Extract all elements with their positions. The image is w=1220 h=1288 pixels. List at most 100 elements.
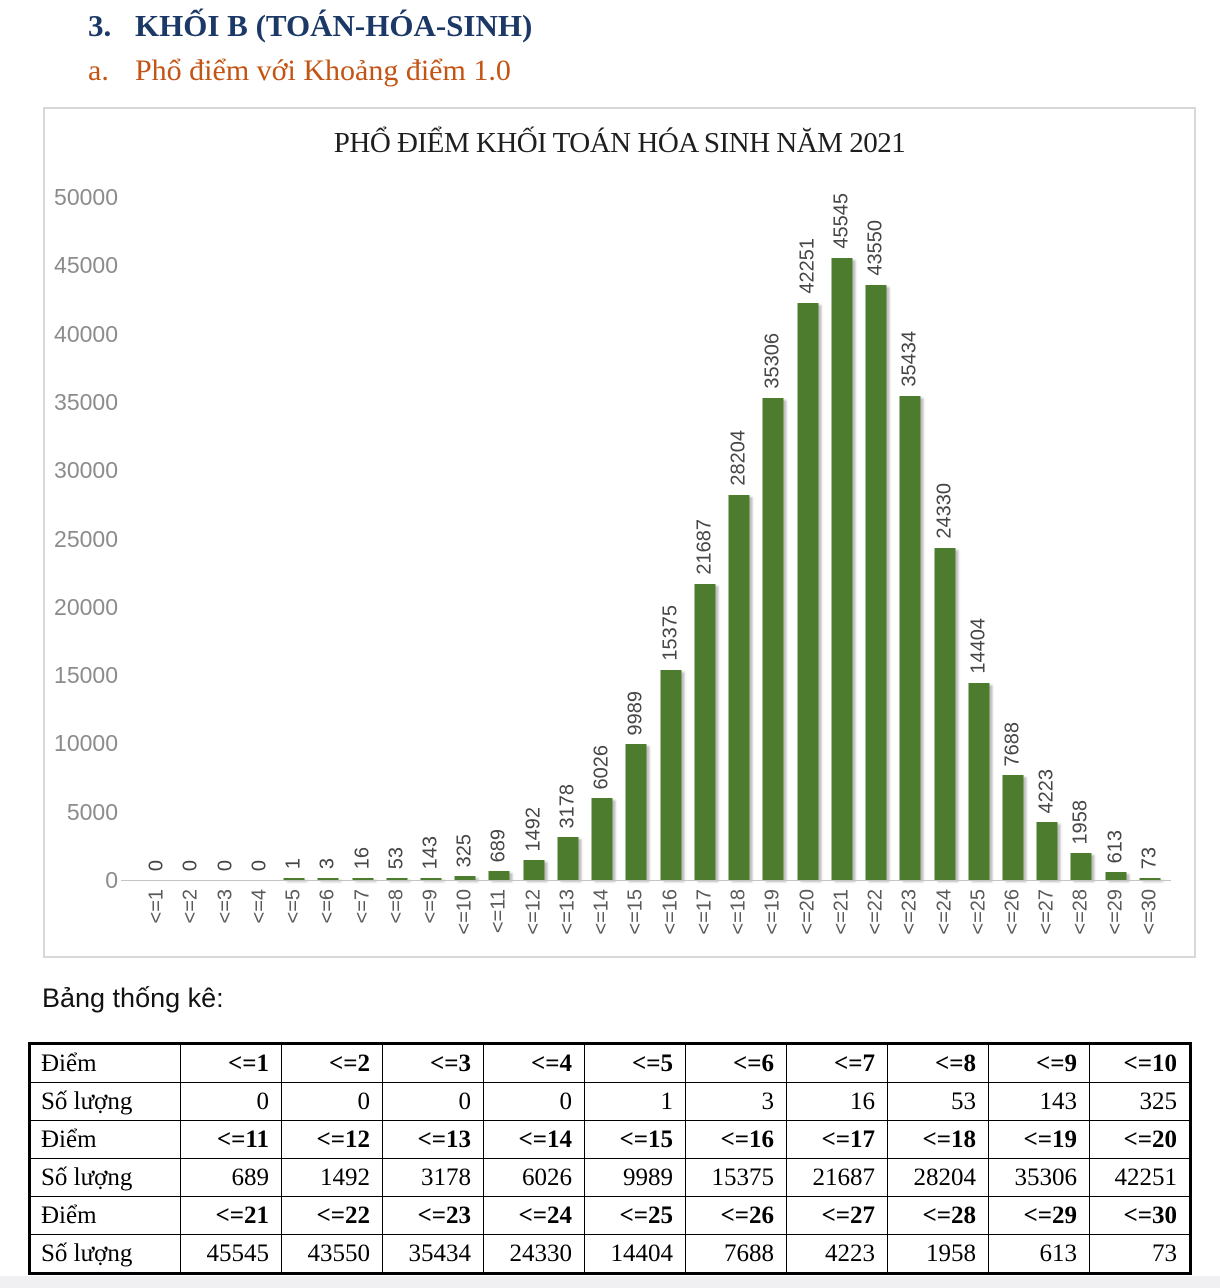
- table-cell: <=8: [887, 1043, 989, 1083]
- y-axis-tick-label: 50000: [54, 184, 118, 210]
- table-cell: 16: [786, 1082, 888, 1121]
- chart-column: 613 <=29: [1099, 197, 1133, 935]
- bar-value-label: 42251: [796, 238, 819, 294]
- x-axis-label: <=19: [761, 889, 784, 935]
- x-axis-label: <=12: [522, 889, 545, 935]
- bar-value-label: 28204: [727, 430, 750, 486]
- sub-heading-letter: a.: [88, 54, 109, 87]
- table-cell: 0: [483, 1082, 585, 1121]
- chart-column: 35306 <=19: [756, 197, 790, 935]
- row-label-cell: Điểm: [29, 1120, 181, 1159]
- table-cell: 43550: [281, 1234, 383, 1274]
- x-axis-label: <=24: [933, 889, 955, 935]
- x-axis-label: <=16: [659, 889, 682, 935]
- y-axis-tick-label: 0: [105, 867, 118, 893]
- x-axis-label: <=15: [624, 889, 647, 935]
- bar: [420, 878, 442, 880]
- table-cell: 14404: [584, 1234, 686, 1274]
- chart-column: 3178 <=13: [551, 197, 585, 935]
- table-row: Số lượng 45545 43550 35434 24330 14404 7688 422…: [29, 1234, 1191, 1274]
- table-cell: 24330: [483, 1234, 585, 1274]
- table-cell: <=25: [584, 1196, 686, 1235]
- table-cell: 45545: [180, 1234, 282, 1274]
- bar-chart: PHỔ ĐIỂM KHỐI TOÁN HÓA SINH NĂM 2021 0 50…: [43, 107, 1196, 958]
- table-cell: 325: [1089, 1082, 1191, 1121]
- chart-title: PHỔ ĐIỂM KHỐI TOÁN HÓA SINH NĂM 2021: [333, 127, 906, 159]
- x-axis-line: [121, 880, 1171, 881]
- x-axis-label: <=13: [556, 889, 579, 935]
- chart-column: 42251 <=20: [790, 197, 824, 935]
- table-cell: <=21: [180, 1196, 282, 1235]
- bar: [694, 584, 716, 880]
- bar: [968, 683, 990, 880]
- bar: [591, 798, 613, 880]
- sub-heading-title: Phổ điểm với Khoảng điểm 1.0: [135, 54, 511, 87]
- table-row: Điểm <=11 <=12 <=13 <=14 <=15 <=16 <=17 <=18 <=19…: [29, 1120, 1191, 1159]
- chart-column: 0 <=2: [174, 197, 208, 924]
- x-axis-label: <=18: [727, 889, 750, 935]
- table-cell: <=27: [786, 1196, 888, 1235]
- chart-column: 73 <=30: [1133, 197, 1167, 935]
- section-number: 3.: [88, 8, 112, 43]
- chart-column: 9989 <=15: [619, 197, 653, 935]
- bar-value-label: 1958: [1069, 799, 1092, 845]
- bar-value-label: 4223: [1035, 768, 1058, 814]
- table-cell: 35434: [382, 1234, 484, 1274]
- sub-heading: a. Phổ điểm với Khoảng điểm 1.0: [88, 54, 511, 88]
- x-axis-label: <=27: [1035, 889, 1058, 935]
- bar: [557, 837, 579, 880]
- table-cell: <=16: [685, 1120, 787, 1159]
- y-axis-tick-label: 25000: [54, 525, 118, 552]
- x-axis-label: <=11: [487, 889, 510, 934]
- table-cell: <=15: [584, 1120, 686, 1159]
- statistics-table: Điểm <=1 <=2 <=3 <=4 <=5 <=6 <=7 <=8 <=9 <=10 Số lư…: [28, 1042, 1192, 1275]
- table-cell: 689: [180, 1158, 282, 1197]
- table-cell: 3: [685, 1082, 787, 1121]
- y-axis-tick-label: 30000: [54, 457, 118, 484]
- bar: [386, 878, 408, 880]
- chart-column: 0 <=3: [208, 197, 242, 924]
- y-axis-tick-label: 5000: [66, 798, 118, 825]
- table-cell: <=4: [483, 1043, 585, 1083]
- row-label-cell: Điểm: [29, 1196, 181, 1235]
- table-cell: 0: [180, 1082, 282, 1121]
- y-axis-tick-label: 20000: [54, 593, 118, 620]
- bar-value-label: 689: [487, 828, 510, 862]
- bar-value-label: 35434: [898, 331, 921, 387]
- x-axis-label: <=26: [1001, 889, 1024, 935]
- bar: [625, 744, 647, 880]
- table-cell: 1492: [281, 1158, 383, 1197]
- table-cell: 4223: [786, 1234, 888, 1274]
- bar: [283, 878, 305, 880]
- row-label-cell: Điểm: [29, 1043, 181, 1083]
- x-axis-label: <=23: [898, 889, 921, 935]
- chart-column: 21687 <=17: [688, 197, 722, 935]
- chart-column: 43550 <=22: [859, 197, 893, 935]
- bar-value-label: 3: [316, 857, 339, 869]
- chart-column: 0 <=1: [140, 197, 174, 924]
- chart-column: 24330 <=24: [927, 197, 961, 935]
- table-cell: <=7: [786, 1043, 888, 1083]
- chart-column: 3 <=6: [311, 197, 345, 923]
- x-axis-label: <=30: [1138, 889, 1161, 935]
- bar-value-label: 325: [453, 833, 476, 867]
- x-axis-label: <=4: [248, 889, 271, 924]
- table-row: Điểm <=1 <=2 <=3 <=4 <=5 <=6 <=7 <=8 <=9 <=10: [29, 1043, 1191, 1083]
- bar: [1139, 878, 1161, 880]
- table-cell: <=2: [281, 1043, 383, 1083]
- bar-value-label: 16: [351, 846, 374, 869]
- chart-column: 14404 <=25: [962, 197, 996, 935]
- bar-value-label: 43550: [864, 220, 887, 276]
- table-cell: 613: [988, 1234, 1090, 1274]
- table-cell: 3178: [382, 1158, 484, 1197]
- x-axis-label: <=10: [453, 889, 476, 935]
- row-label-cell: Số lượng: [29, 1234, 181, 1274]
- section-title: KHỐI B (TOÁN-HÓA-SINH): [135, 8, 533, 43]
- x-axis-label: <=22: [864, 889, 887, 935]
- table-cell: <=6: [685, 1043, 787, 1083]
- table-cell: 1: [584, 1082, 686, 1121]
- row-label-cell: Số lượng: [29, 1158, 181, 1197]
- table-cell: 28204: [887, 1158, 989, 1197]
- table-cell: <=9: [988, 1043, 1090, 1083]
- bar-value-label: 73: [1138, 846, 1161, 869]
